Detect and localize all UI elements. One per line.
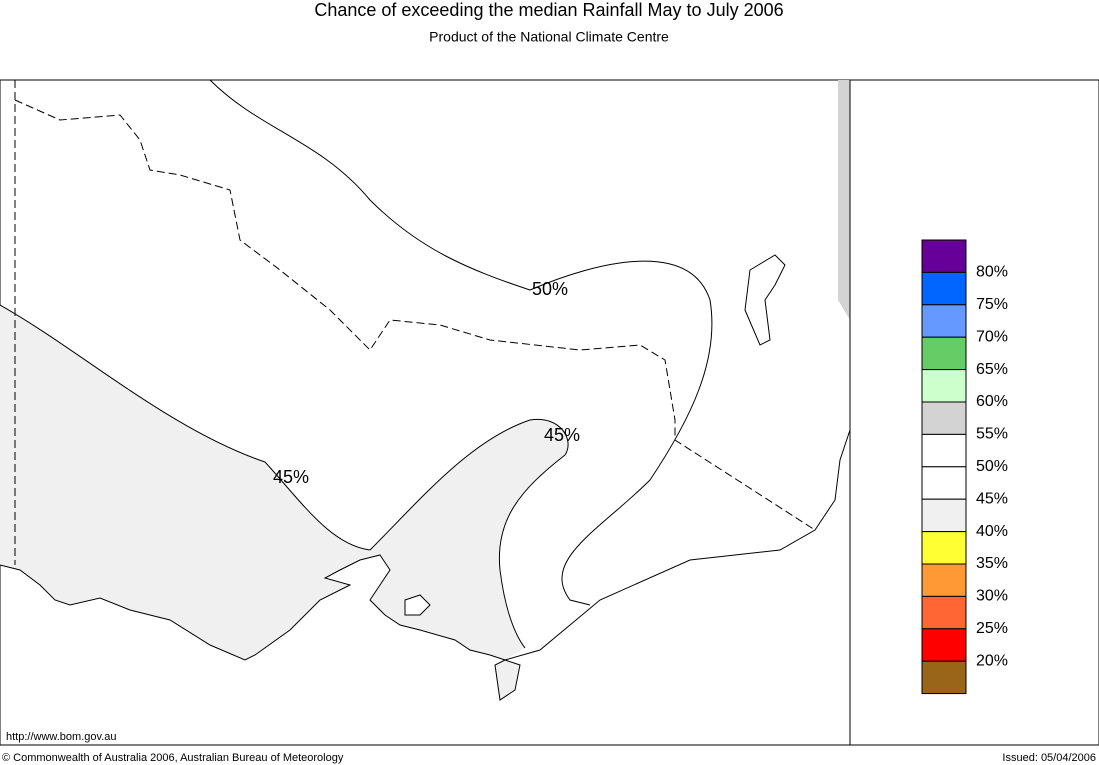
legend-swatch xyxy=(921,498,967,533)
title: Chance of exceeding the median Rainfall … xyxy=(314,0,783,20)
legend-swatch xyxy=(921,336,967,371)
legend-label: 50% xyxy=(976,458,1008,475)
contour-line xyxy=(209,79,713,606)
legend-swatch xyxy=(921,595,967,630)
legend-label: 20% xyxy=(976,652,1008,669)
legend-label: 30% xyxy=(976,588,1008,605)
legend-label: 25% xyxy=(976,620,1008,637)
legend-swatch xyxy=(921,531,967,565)
coastline xyxy=(0,429,851,701)
legend-swatch xyxy=(921,304,967,338)
legend-swatch xyxy=(921,401,967,435)
legend-swatch xyxy=(921,660,967,695)
legend-swatch xyxy=(921,563,967,597)
legend-label: 60% xyxy=(976,393,1008,410)
legend-label: 65% xyxy=(976,361,1008,378)
legend-label: 45% xyxy=(976,490,1008,507)
legend-label: 80% xyxy=(976,264,1008,281)
legend-swatch xyxy=(921,239,967,273)
legend: 80% 75% 70% 65% 60% 55% 50% 45% 40% 35% 30% 25% 20% xyxy=(921,239,1008,695)
legend-swatch xyxy=(921,433,967,468)
legend-label: 40% xyxy=(976,523,1008,540)
coastline xyxy=(404,594,431,616)
contour-line xyxy=(0,304,569,649)
shaded-region xyxy=(838,80,850,320)
contour-label: 45% xyxy=(544,425,580,445)
url: http://www.bom.gov.au xyxy=(6,731,116,743)
legend-swatch xyxy=(921,369,967,403)
contour-label: 45% xyxy=(273,467,309,487)
map: 50% 45% 45% xyxy=(0,79,851,746)
issued: Issued: 05/04/2006 xyxy=(1002,752,1096,764)
legend-frame xyxy=(849,79,1099,746)
legend-label: 55% xyxy=(976,426,1008,443)
legend-label: 70% xyxy=(976,328,1008,345)
contour-label: 50% xyxy=(532,279,568,299)
legend-swatch xyxy=(921,466,967,500)
subtitle: Product of the National Climate Centre xyxy=(429,29,669,45)
coastline xyxy=(744,254,786,346)
legend-swatch xyxy=(921,271,967,306)
legend-label: 75% xyxy=(976,296,1008,313)
state-border xyxy=(14,99,816,531)
copyright: © Commonwealth of Australia 2006, Austra… xyxy=(2,752,344,764)
legend-swatch xyxy=(921,628,967,662)
legend-label: 35% xyxy=(976,555,1008,572)
